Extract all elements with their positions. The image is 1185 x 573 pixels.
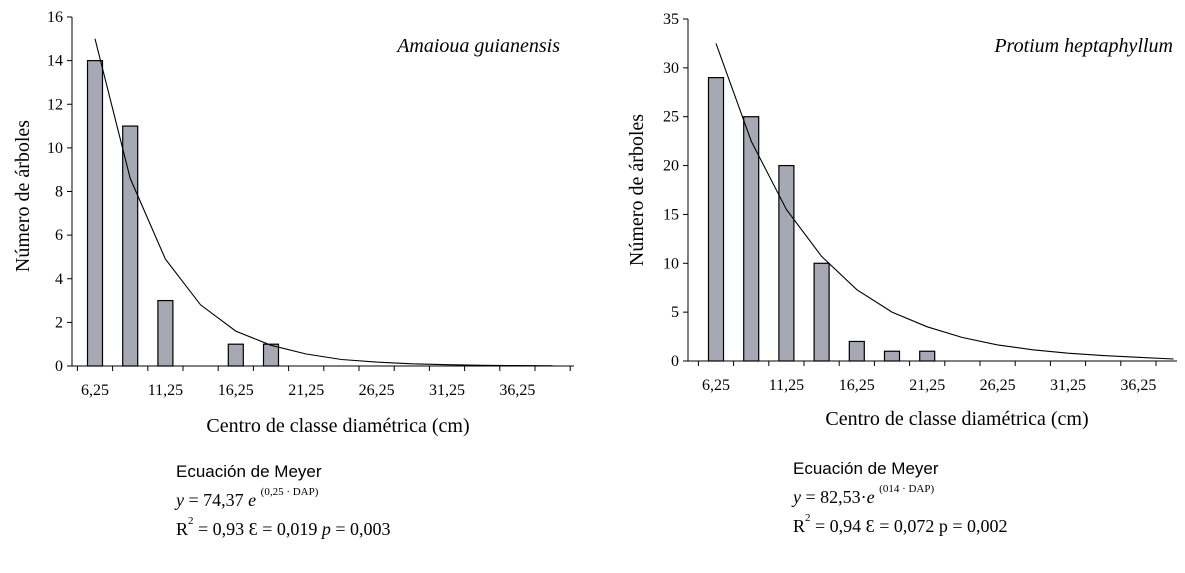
chart-title: Protium heptaphyllum xyxy=(993,35,1173,57)
bar xyxy=(122,125,139,367)
bar xyxy=(743,116,760,362)
fit-curve xyxy=(94,38,553,367)
bar xyxy=(778,164,795,362)
x-tick-label: 36,25 xyxy=(499,382,535,399)
y-tick-label: 12 xyxy=(47,96,63,113)
y-tick-label: 10 xyxy=(47,140,63,157)
equation-stats: R2 = 0,93 Ɛ = 0,019 p = 0,003 xyxy=(176,515,391,539)
y-tick-label: 20 xyxy=(663,158,679,175)
chart-amaioua: Número de árboles Amaioua guianensis Cen… xyxy=(12,9,574,437)
y-axis-label: Número de árboles xyxy=(12,120,34,272)
y-tick-label: 0 xyxy=(671,353,679,370)
x-tick-label: 36,25 xyxy=(1120,377,1156,394)
y-tick-label: 15 xyxy=(663,206,679,223)
bar xyxy=(86,60,104,367)
equation-title: Ecuación de Meyer xyxy=(176,462,322,481)
x-tick-label: 31,25 xyxy=(1050,377,1086,394)
x-tick-label: 16,25 xyxy=(218,382,254,399)
fit-curve xyxy=(715,43,1174,360)
bar xyxy=(919,350,936,362)
bar xyxy=(262,343,280,367)
y-tick-label: 0 xyxy=(55,358,63,375)
y-tick-label: 4 xyxy=(55,271,63,288)
bar xyxy=(227,343,244,367)
x-tick-label: 31,25 xyxy=(429,382,465,399)
y-tick-label: 16 xyxy=(47,9,63,26)
x-tick-label: 6,25 xyxy=(81,382,109,399)
y-tick-label: 8 xyxy=(55,184,63,201)
x-tick-label: 26,25 xyxy=(359,382,395,399)
y-tick-label: 5 xyxy=(671,304,679,321)
y-tick-label: 35 xyxy=(663,11,679,28)
chart-title: Amaioua guianensis xyxy=(395,35,560,57)
x-tick-label: 16,25 xyxy=(839,377,875,394)
y-tick-label: 10 xyxy=(663,255,679,272)
y-tick-label: 14 xyxy=(47,53,63,70)
chart-protium: Número de árboles Protium heptaphyllum C… xyxy=(626,11,1177,430)
bar xyxy=(813,262,830,362)
y-tick-label: 6 xyxy=(55,227,63,244)
x-tick-label: 11,25 xyxy=(148,382,183,399)
equation-formula: y = 82,53·e (014 · DAP) xyxy=(793,483,935,507)
bar xyxy=(848,340,865,362)
bar xyxy=(707,77,725,362)
y-tick-label: 2 xyxy=(55,314,63,331)
y-axis-label: Número de árboles xyxy=(626,114,648,266)
bar xyxy=(157,299,174,367)
x-tick-label: 21,25 xyxy=(288,382,324,399)
x-tick-label: 21,25 xyxy=(909,377,945,394)
equation-title: Ecuación de Meyer xyxy=(793,459,939,478)
x-axis-label: Centro de classe diamétrica (cm) xyxy=(206,415,469,437)
equation-formula: y = 74,37 e (0,25 · DAP) xyxy=(176,486,319,510)
y-tick-label: 25 xyxy=(663,109,679,126)
equation-block-protium: Ecuación de Meyer y = 82,53·e (014 · DAP… xyxy=(793,459,1008,537)
y-tick-label: 30 xyxy=(663,60,679,77)
equation-block-amaioua: Ecuación de Meyer y = 74,37 e (0,25 · DA… xyxy=(176,462,391,540)
x-axis-label: Centro de classe diamétrica (cm) xyxy=(825,408,1088,430)
x-tick-label: 6,25 xyxy=(702,377,730,394)
x-tick-label: 26,25 xyxy=(980,377,1016,394)
x-tick-label: 11,25 xyxy=(769,377,804,394)
equation-stats: R2 = 0,94 Ɛ = 0,072 p = 0,002 xyxy=(793,512,1008,536)
bar xyxy=(883,350,901,362)
